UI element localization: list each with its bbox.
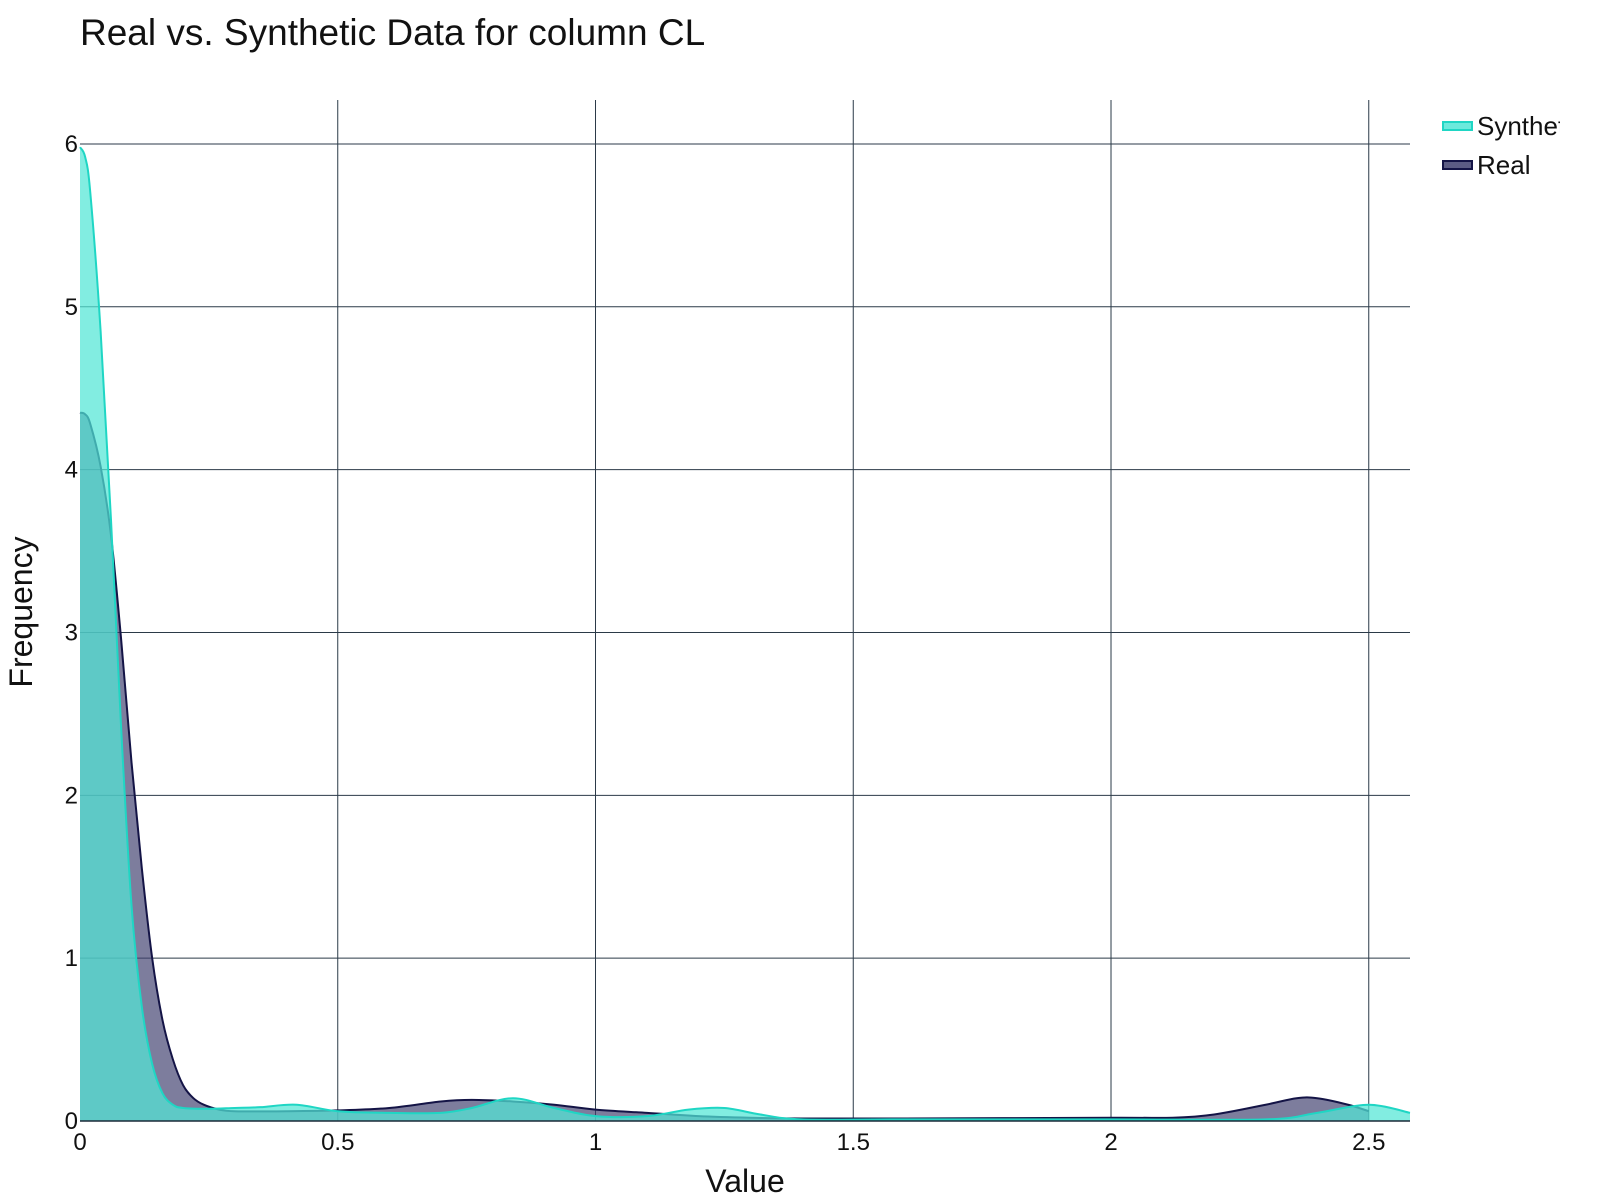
x-axis-title: Value (705, 1163, 784, 1199)
y-tick-label: 1 (65, 945, 78, 972)
legend-label-real[interactable]: Real (1477, 150, 1530, 180)
chart-title: Real vs. Synthetic Data for column CL (80, 12, 706, 53)
synthetic-area (80, 147, 1410, 1122)
axis-layer: 0 1 2 3 4 5 6 0 0.5 1 1.5 2 2.5 (65, 131, 1410, 1156)
real-area (80, 412, 1369, 1121)
x-tick-label: 0.5 (321, 1129, 354, 1156)
x-tick-label: 1 (589, 1129, 602, 1156)
legend-label-synthetic[interactable]: Synthetic (1477, 111, 1560, 141)
x-tick-label: 1.5 (837, 1129, 870, 1156)
y-tick-label: 4 (65, 457, 78, 484)
x-tick-label: 2.5 (1352, 1129, 1385, 1156)
y-tick-label: 5 (65, 294, 78, 321)
legend-swatch-real[interactable] (1442, 160, 1473, 170)
y-tick-label: 0 (65, 1108, 78, 1135)
x-tick-label: 0 (73, 1129, 86, 1156)
y-axis-title: Frequency (3, 536, 39, 687)
series-layer (79, 146, 1411, 1122)
grid-layer (80, 100, 1410, 1121)
legend-swatch-synthetic[interactable] (1442, 121, 1473, 131)
synthetic-line (79, 146, 1411, 1121)
y-tick-label: 2 (65, 782, 78, 809)
y-tick-label: 3 (65, 619, 78, 646)
real-line (79, 411, 1370, 1120)
x-tick-label: 2 (1104, 1129, 1117, 1156)
legend[interactable]: Synthetic Real (1442, 111, 1560, 180)
y-tick-label: 6 (65, 131, 78, 158)
